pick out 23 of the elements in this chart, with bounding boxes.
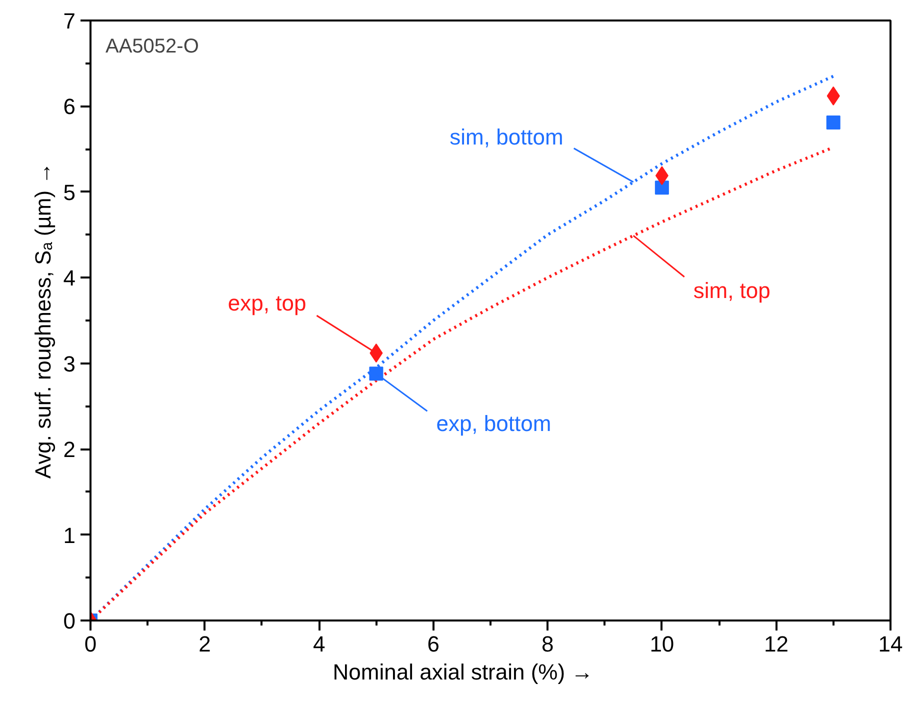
y-tick-label: 2 [63,437,76,462]
x-tick-label: 14 [878,632,903,656]
x-tick-label: 12 [764,632,788,656]
y-tick-label: 6 [63,94,76,120]
text: sim, bottom [450,124,564,150]
x-tick-label: 6 [427,632,440,656]
x-tick-label: 8 [542,632,554,656]
x-tick-label: 10 [650,632,674,656]
x-tick-label: 2 [198,632,211,656]
y-tick-label: 7 [63,8,76,34]
annotation: AA5052-O [106,36,199,58]
y-tick-label: 0 [63,608,76,634]
x-tick-label: 0 [84,632,97,656]
y-tick-label: 4 [63,266,76,291]
text: exp, bottom [436,411,552,436]
text: sim, top [693,278,770,304]
x-tick-label: 4 [312,632,326,656]
y-axis-title: Avg. surf. roughness, Sₐ (µm) → [30,162,56,479]
y-tick-label: 1 [63,522,76,548]
y-tick-label: 5 [63,180,76,205]
x-axis-title: Nominal axial strain (%) → [332,660,594,684]
y-tick-label: 3 [63,351,76,376]
text: exp, top [228,290,306,316]
